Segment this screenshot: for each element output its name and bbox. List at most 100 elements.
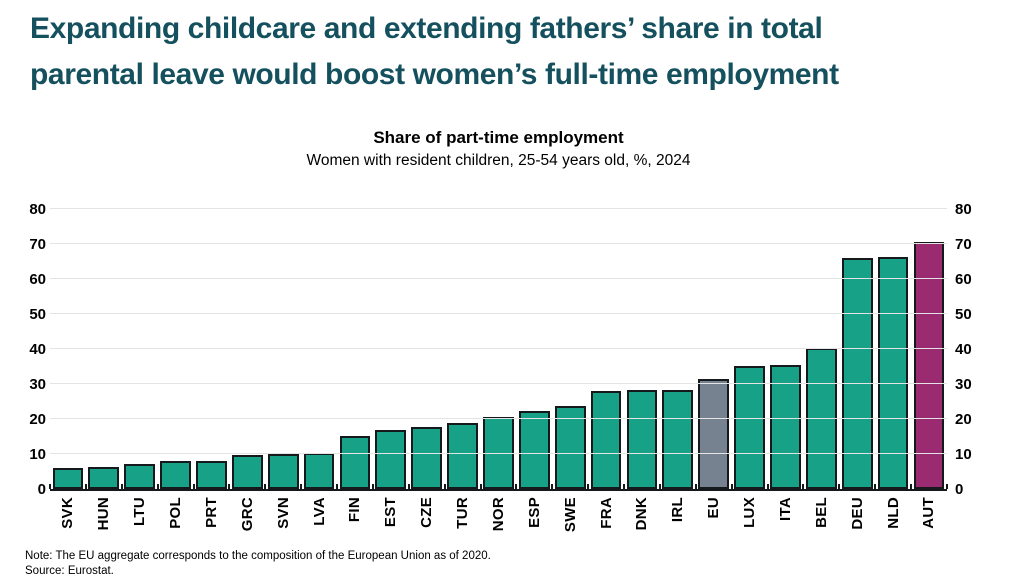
x-label-fin: FIN	[346, 497, 364, 523]
x-label-irl: IRL	[669, 497, 687, 523]
x-axis-tick	[49, 484, 51, 489]
chart-subtitle: Women with resident children, 25-54 year…	[306, 152, 691, 169]
bar-slot-est	[373, 209, 409, 489]
x-label-slot-est: EST	[373, 497, 409, 553]
gridline	[50, 208, 947, 209]
bar-aut	[913, 242, 945, 489]
bar-dnk	[626, 390, 658, 489]
y-tick-label-0: 0	[37, 481, 46, 498]
bar-est	[375, 429, 407, 489]
x-axis-tick	[120, 484, 123, 489]
x-axis-labels: SVK HUN LTU POL PRT GRC SVN LVA FIN EST CZE TUR NOR E…	[50, 497, 947, 553]
chart-title: Share of part-time employment	[373, 128, 624, 147]
page-title-line1: Expanding childcare and extending father…	[30, 12, 823, 45]
bar-slot-svn	[265, 209, 301, 489]
x-label-slot-bel: BEL	[803, 497, 839, 553]
gridline	[50, 313, 947, 314]
x-label-slot-cze: CZE	[409, 497, 445, 553]
bar-pol	[160, 461, 191, 489]
x-label-slot-deu: DEU	[839, 497, 875, 553]
x-label-slot-svk: SVK	[50, 497, 86, 553]
x-label-slot-swe: SWE	[552, 497, 588, 553]
bar-prt	[196, 461, 227, 489]
x-label-slot-svn: SVN	[265, 497, 301, 553]
x-label-slot-aut: AUT	[911, 497, 947, 553]
x-label-slot-hun: HUN	[86, 497, 122, 553]
bar-slot-lva	[301, 209, 337, 489]
bar-slot-fra	[588, 209, 624, 489]
x-label-slot-irl: IRL	[660, 497, 696, 553]
x-label-slot-eu: EU	[696, 497, 732, 553]
x-axis-tick	[300, 484, 303, 489]
x-label-slot-nor: NOR	[481, 497, 517, 553]
x-label-eu: EU	[705, 497, 723, 519]
bar-slot-aut	[911, 209, 947, 489]
bar-slot-ita	[768, 209, 804, 489]
bar-esp	[518, 411, 550, 489]
x-label-fra: FRA	[597, 497, 615, 529]
bar-lva	[303, 452, 335, 489]
bar-hun	[88, 466, 120, 489]
y-axis-left: 0 10 20 30 40 50 60 70 80	[2, 201, 46, 498]
bar-tur	[447, 422, 478, 489]
x-label-lva: LVA	[310, 497, 328, 526]
x-axis-tick	[84, 484, 87, 489]
x-label-slot-ita: ITA	[768, 497, 804, 553]
gridline	[50, 243, 947, 244]
bar-slot-ltu	[122, 209, 158, 489]
bars-row	[50, 209, 947, 489]
bar-ita	[770, 365, 801, 489]
x-label-dnk: DNK	[633, 497, 651, 531]
x-label-deu: DEU	[848, 497, 866, 530]
source-text: Source: Eurostat.	[25, 565, 114, 577]
x-label-slot-grc: GRC	[229, 497, 265, 553]
y-tick-label-50: 50	[955, 306, 972, 323]
bar-nor	[483, 416, 514, 489]
x-label-slot-lva: LVA	[301, 497, 337, 553]
gridline	[50, 383, 947, 384]
bar-lux	[734, 365, 765, 489]
x-label-grc: GRC	[238, 497, 256, 532]
bar-slot-grc	[229, 209, 265, 489]
x-axis-tick	[587, 484, 590, 489]
y-tick-label-10: 10	[955, 446, 972, 463]
bar-nld	[877, 256, 909, 489]
x-label-slot-fin: FIN	[337, 497, 373, 553]
y-tick-label-20: 20	[29, 411, 46, 428]
bar-fra	[590, 391, 622, 489]
x-label-aut: AUT	[920, 497, 938, 529]
bar-cze	[411, 427, 443, 489]
gridline	[50, 453, 947, 454]
x-label-slot-pol: POL	[158, 497, 194, 553]
x-axis-tick	[515, 484, 518, 489]
bar-slot-bel	[803, 209, 839, 489]
x-label-svk: SVK	[59, 497, 77, 529]
y-tick-label-30: 30	[29, 376, 46, 393]
x-axis-tick	[371, 484, 374, 489]
x-label-ita: ITA	[776, 497, 794, 521]
x-axis-tick	[192, 484, 195, 489]
page-title: Expanding childcare and extending father…	[30, 6, 1010, 98]
gridline	[50, 348, 947, 349]
x-label-slot-ltu: LTU	[122, 497, 158, 553]
x-axis-tick	[910, 484, 913, 489]
x-label-tur: TUR	[454, 497, 472, 529]
x-label-lux: LUX	[741, 497, 759, 528]
bar-slot-swe	[552, 209, 588, 489]
gridline	[50, 418, 947, 419]
page-title-line2: parental leave would boost women’s full-…	[30, 58, 839, 91]
plot-area	[49, 208, 948, 491]
bar-slot-nld	[875, 209, 911, 489]
bar-fin	[339, 435, 371, 489]
x-axis-tick	[874, 484, 877, 489]
x-axis-tick	[838, 484, 841, 489]
x-label-cze: CZE	[418, 497, 436, 528]
bar-slot-prt	[194, 209, 230, 489]
bar-svn	[267, 454, 299, 489]
bar-slot-fin	[337, 209, 373, 489]
bar-slot-svk	[50, 209, 86, 489]
x-label-svn: SVN	[274, 497, 292, 529]
x-axis-tick	[694, 484, 697, 489]
x-axis-tick	[766, 484, 769, 489]
